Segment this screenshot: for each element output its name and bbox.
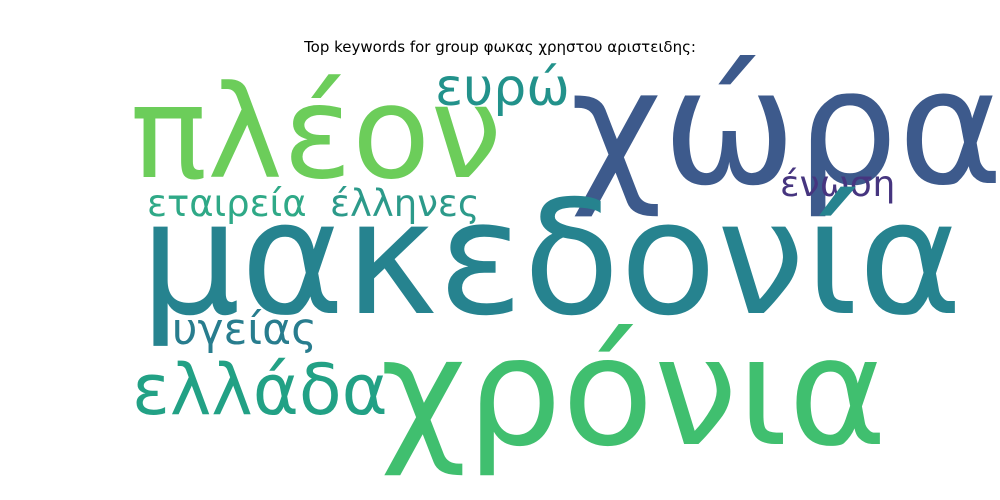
chart-title: Top keywords for group φωκας χρηστου αρι… xyxy=(304,38,696,56)
word-xronia: χρόνια xyxy=(380,306,888,480)
word-xwra: χώρα xyxy=(570,34,1000,221)
word-ellhnes: έλληνες xyxy=(330,182,480,225)
word-etaireia: εταιρεία xyxy=(147,182,307,225)
word-makedonia: μακεδονία xyxy=(140,167,963,351)
word-ellada: ελλάδα xyxy=(132,349,388,431)
word-pleon: πλέον xyxy=(130,59,502,208)
word-enwsh: ένωση xyxy=(780,164,896,205)
word-eurw: ευρώ xyxy=(435,58,570,118)
word-ygeias: υγείας xyxy=(172,304,317,355)
